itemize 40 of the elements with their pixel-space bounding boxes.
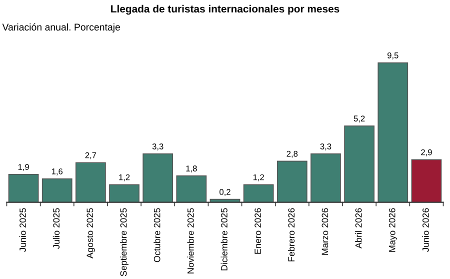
data-label: 9,5 <box>387 52 398 60</box>
x-tick-label: Mayo 2026 <box>388 208 398 252</box>
data-label: 1,2 <box>119 174 130 182</box>
data-label: 3,3 <box>152 143 164 150</box>
x-tick-label: Junio 2026 <box>422 208 429 252</box>
bar <box>344 125 374 202</box>
x-tick-label: Diciembre 2025 <box>220 208 228 270</box>
bar <box>276 160 308 202</box>
bar <box>176 175 207 202</box>
data-label: 1,2 <box>253 174 264 182</box>
x-tick-label: Marzo 2026 <box>322 208 328 255</box>
bar <box>310 153 341 202</box>
bar <box>243 184 274 202</box>
data-label: 0,2 <box>220 189 230 196</box>
bar <box>76 162 106 202</box>
data-label: 5,2 <box>354 116 365 122</box>
chart-title: Llegada de turistas internacionales por meses <box>111 4 340 15</box>
bar <box>411 159 442 202</box>
x-tick-label: Julio 2025 <box>52 208 60 249</box>
x-tick-label: Noviembre 2025 <box>187 208 194 274</box>
data-label: 1,9 <box>18 164 29 171</box>
chart-subtitle: Variación anual. Porcentaje <box>2 23 120 32</box>
data-label: 2,8 <box>286 150 298 158</box>
data-label: 2,9 <box>421 149 432 156</box>
data-label: 2,7 <box>85 152 96 160</box>
bar <box>142 153 174 202</box>
bar <box>378 62 408 202</box>
x-tick-label: Enero 2026 <box>254 208 261 254</box>
x-tick-label: Septiembre 2025 <box>120 208 128 276</box>
bar <box>109 184 140 202</box>
x-tick-label: Abril 2026 <box>355 208 362 248</box>
data-label: 1,6 <box>52 168 63 176</box>
bar <box>42 178 72 202</box>
data-label: 3,3 <box>320 143 332 150</box>
bar <box>8 174 39 202</box>
x-tick-label: Junio 2025 <box>19 208 26 252</box>
x-tick-label: Agosto 2025 <box>86 208 95 259</box>
x-tick-label: Octubre 2025 <box>154 208 160 262</box>
data-label: 1,8 <box>186 166 197 172</box>
x-tick-label: Febrero 2026 <box>288 208 295 262</box>
